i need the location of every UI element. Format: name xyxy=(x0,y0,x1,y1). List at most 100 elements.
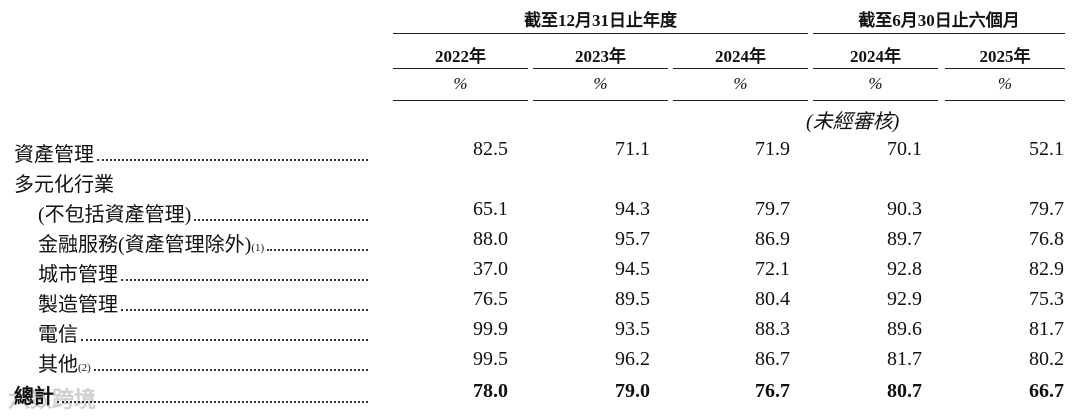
year-header: 2023年 xyxy=(575,47,626,66)
label-text: 資產管理 xyxy=(14,144,94,166)
cell-value: 72.1 xyxy=(755,258,790,280)
table-row: (不包括資產管理) 65.1 94.3 79.7 90.3 79.7 xyxy=(0,198,1080,226)
unit-header: % xyxy=(733,74,748,93)
cell-value: 79.7 xyxy=(1029,198,1064,220)
label-text: 總計 xyxy=(14,386,54,408)
cell-value: 99.9 xyxy=(473,318,508,340)
cell-value: 82.5 xyxy=(473,138,508,160)
rule xyxy=(673,68,808,69)
dot-leader xyxy=(194,219,368,221)
table-row: 製造管理 76.5 89.5 80.4 92.9 75.3 xyxy=(0,288,1080,316)
cell-value: 81.7 xyxy=(1029,318,1064,340)
cell-value: 88.0 xyxy=(473,228,508,250)
dot-leader xyxy=(267,249,368,251)
cell-value: 99.5 xyxy=(473,348,508,370)
cell-value: 93.5 xyxy=(615,318,650,340)
cell-value: 52.1 xyxy=(1029,138,1064,160)
watermark: 六数跨境 xyxy=(8,388,97,413)
table-row: 總計 78.0 79.0 76.7 80.7 66.7 xyxy=(0,380,1080,408)
label-text: 多元化行業 xyxy=(14,174,114,196)
footnote-mark: (1) xyxy=(251,242,265,254)
rule xyxy=(393,68,528,69)
cell-value: 66.7 xyxy=(1029,380,1064,402)
cell-value: 92.8 xyxy=(887,258,922,280)
cell-value: 80.2 xyxy=(1029,348,1064,370)
cell-value: 37.0 xyxy=(473,258,508,280)
cell-value: 78.0 xyxy=(473,380,508,402)
cell-value: 76.7 xyxy=(755,380,790,402)
cell-value: 76.8 xyxy=(1029,228,1064,250)
cell-value: 75.3 xyxy=(1029,288,1064,310)
label-text: 電信 xyxy=(38,324,78,346)
group-header: 截至6月30日止六個月 xyxy=(858,11,1020,30)
cell-value: 86.7 xyxy=(755,348,790,370)
cell-value: 95.7 xyxy=(615,228,650,250)
year-header: 2025年 xyxy=(979,47,1031,66)
cell-value: 96.2 xyxy=(615,348,650,370)
dot-leader xyxy=(57,401,368,403)
table-row: 金融服務(資產管理除外) (1) 88.0 95.7 86.9 89.7 76.8 xyxy=(0,228,1080,256)
year-header: 2022年 xyxy=(435,47,486,66)
row-label: 總計 xyxy=(14,380,368,409)
cell-value: 76.5 xyxy=(473,288,508,310)
group-header: 截至12月31日止年度 xyxy=(524,11,677,30)
cell-value: 94.5 xyxy=(615,258,650,280)
cell-value: 71.9 xyxy=(755,138,790,160)
rule xyxy=(533,100,668,101)
cell-value: 94.3 xyxy=(615,198,650,220)
dot-leader xyxy=(93,369,368,371)
label-text: (不包括資產管理) xyxy=(38,204,192,226)
cell-value: 80.7 xyxy=(887,380,922,402)
table-row: 多元化行業 xyxy=(0,168,1080,196)
cell-value: 89.7 xyxy=(887,228,922,250)
footnote-mark: (2) xyxy=(78,362,91,374)
table-row: 城市管理 37.0 94.5 72.1 92.8 82.9 xyxy=(0,258,1080,286)
label-text: 其他 xyxy=(38,354,78,376)
unit-header: % xyxy=(997,74,1013,93)
cell-value: 81.7 xyxy=(887,348,922,370)
cell-value: 80.4 xyxy=(755,288,790,310)
table-row: 其他 (2) 99.5 96.2 86.7 81.7 80.2 xyxy=(0,348,1080,376)
dot-leader xyxy=(121,279,368,281)
row-label: 多元化行業 xyxy=(14,168,114,197)
table-row: 資產管理 82.5 71.1 71.9 70.1 52.1 xyxy=(0,138,1080,166)
row-label: 金融服務(資產管理除外) (1) xyxy=(38,228,368,257)
rule xyxy=(533,68,668,69)
year-header: 2024年 xyxy=(850,47,901,66)
cell-value: 65.1 xyxy=(473,198,508,220)
row-label: 電信 xyxy=(38,318,368,347)
rule xyxy=(673,100,808,101)
cell-value: 71.1 xyxy=(615,138,650,160)
rule xyxy=(813,68,938,69)
rule xyxy=(945,100,1065,101)
cell-value: 79.7 xyxy=(755,198,790,220)
cell-value: 79.0 xyxy=(615,380,650,402)
row-label: 城市管理 xyxy=(38,258,368,287)
cell-value: 88.3 xyxy=(755,318,790,340)
cell-value: 90.3 xyxy=(887,198,922,220)
row-label: 資產管理 xyxy=(14,138,368,167)
cell-value: 92.9 xyxy=(887,288,922,310)
cell-value: 82.9 xyxy=(1029,258,1064,280)
label-text: 金融服務(資產管理除外) xyxy=(38,234,252,256)
label-text: 城市管理 xyxy=(38,264,118,286)
unit-header: % xyxy=(593,74,608,93)
rule xyxy=(393,100,528,101)
table-row: 電信 99.9 93.5 88.3 89.6 81.7 xyxy=(0,318,1080,346)
unaudited-note: (未經審核) xyxy=(806,111,900,133)
row-label: (不包括資產管理) xyxy=(38,198,368,227)
row-label: 製造管理 xyxy=(38,288,368,317)
rule xyxy=(945,68,1065,69)
dot-leader xyxy=(97,159,368,161)
unit-header: % xyxy=(453,74,468,93)
cell-value: 70.1 xyxy=(887,138,922,160)
dot-leader xyxy=(81,339,368,341)
cell-value: 89.5 xyxy=(615,288,650,310)
year-header: 2024年 xyxy=(715,47,766,66)
label-text: 製造管理 xyxy=(38,294,118,316)
cell-value: 89.6 xyxy=(887,318,922,340)
row-label: 其他 (2) xyxy=(38,348,368,377)
rule xyxy=(813,100,938,101)
dot-leader xyxy=(121,309,368,311)
